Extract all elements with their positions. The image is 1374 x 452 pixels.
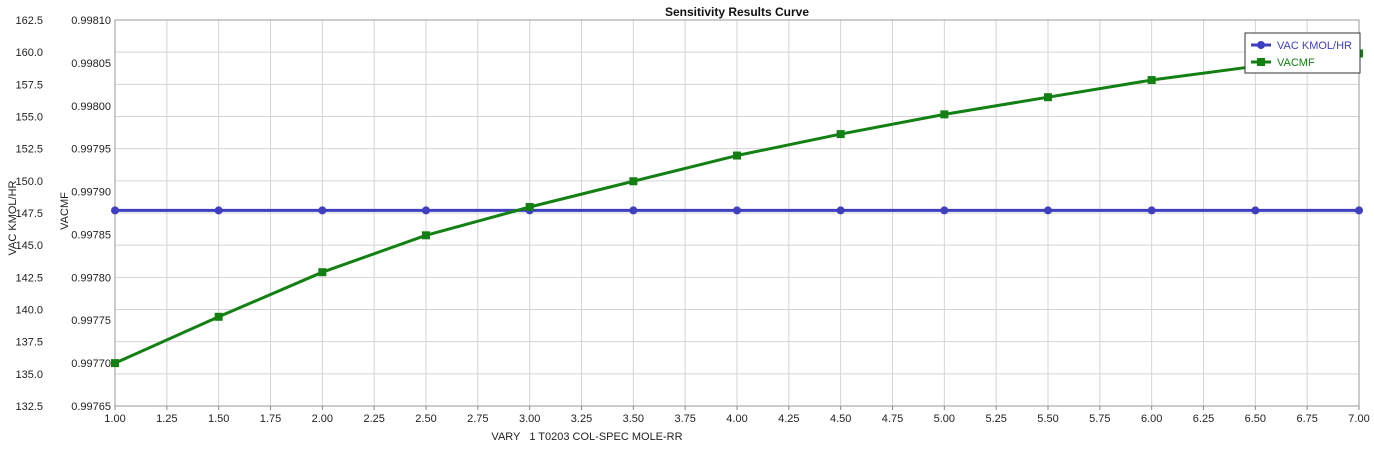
y-tick-label-primary: 147.5	[15, 208, 43, 220]
x-tick-label: 5.50	[1037, 413, 1058, 425]
x-tick-label: 2.25	[363, 413, 384, 425]
data-point-vac-kmol-hr	[318, 206, 327, 215]
data-point-vac-kmol-hr	[733, 206, 741, 215]
x-tick-label: 1.50	[208, 413, 229, 425]
x-tick-label: 1.25	[156, 413, 177, 425]
data-point-vacmf	[422, 231, 430, 240]
x-tick-label: 5.25	[985, 413, 1006, 425]
data-point-vac-kmol-hr	[1044, 206, 1052, 215]
data-point-vac-kmol-hr	[940, 206, 949, 215]
x-axis-title: VARY 1 T0203 COL-SPEC MOLE-RR	[491, 431, 682, 443]
legend-label: VAC KMOL/HR	[1277, 40, 1352, 52]
y-tick-label-secondary: 0.99770	[71, 358, 111, 370]
x-tick-label: 3.50	[623, 413, 644, 425]
y-tick-label-primary: 160.0	[15, 47, 43, 59]
x-tick-label: 6.00	[1141, 413, 1162, 425]
y-tick-label-secondary: 0.99795	[71, 144, 111, 156]
y-tick-label-primary: 162.5	[15, 15, 43, 27]
x-tick-label: 3.00	[519, 413, 540, 425]
data-point-vac-kmol-hr	[629, 206, 638, 215]
x-tick-label: 4.00	[726, 413, 747, 425]
x-tick-label: 2.50	[415, 413, 436, 425]
x-tick-label: 3.75	[674, 413, 695, 425]
x-tick-label: 4.25	[778, 413, 799, 425]
axis-layer: 1.00 1.25 1.50 1.75 2.00 2.25 2.50 2.75 3.00 3.25…	[15, 15, 1369, 425]
x-tick-label: 5.00	[934, 413, 955, 425]
data-point-vacmf	[940, 110, 949, 119]
y-axis-title-secondary: VACMF	[59, 192, 71, 230]
y-tick-label-secondary: 0.99810	[71, 15, 111, 27]
legend-label: VACMF	[1277, 57, 1315, 69]
data-point-vacmf	[111, 359, 119, 368]
series-layer	[111, 49, 1363, 368]
y-tick-label-secondary: 0.99800	[71, 101, 111, 113]
data-point-vac-kmol-hr	[1147, 206, 1156, 215]
data-point-vacmf	[214, 312, 223, 321]
legend-box	[1244, 32, 1361, 74]
y-tick-label-primary: 142.5	[15, 272, 43, 284]
x-tick-label: 1.75	[260, 413, 281, 425]
data-point-vacmf	[318, 268, 327, 277]
x-tick-label: 6.75	[1296, 413, 1317, 425]
y-tick-label-secondary: 0.99775	[71, 315, 111, 327]
y-tick-label-secondary: 0.99765	[71, 401, 111, 413]
legend-swatch-marker	[1257, 41, 1265, 49]
x-tick-label: 4.50	[830, 413, 851, 425]
legend-swatch-marker	[1257, 58, 1265, 66]
x-tick-label: 5.75	[1089, 413, 1110, 425]
data-point-vac-kmol-hr	[111, 206, 119, 215]
y-tick-label-secondary: 0.99790	[71, 187, 111, 199]
y-tick-label-primary: 135.0	[15, 369, 43, 381]
y-tick-label-secondary: 0.99805	[71, 58, 111, 70]
y-tick-label-primary: 157.5	[15, 79, 43, 91]
data-point-vac-kmol-hr	[422, 206, 430, 215]
y-tick-label-secondary: 0.99785	[71, 229, 111, 241]
y-tick-label-primary: 150.0	[15, 176, 43, 188]
x-tick-label: 7.00	[1348, 413, 1369, 425]
data-point-vacmf	[836, 130, 845, 139]
chart-title: Sensitivity Results Curve	[665, 5, 809, 19]
y-tick-label-primary: 155.0	[15, 112, 43, 124]
x-tick-label: 3.25	[571, 413, 592, 425]
y-tick-label-primary: 132.5	[15, 401, 43, 413]
x-tick-label: 4.75	[882, 413, 903, 425]
y-tick-label-primary: 145.0	[15, 240, 43, 252]
x-tick-label: 1.00	[104, 413, 125, 425]
data-point-vac-kmol-hr	[214, 206, 223, 215]
data-point-vac-kmol-hr	[1355, 206, 1363, 215]
y-tick-label-primary: 140.0	[15, 305, 43, 317]
data-point-vacmf	[1044, 93, 1052, 102]
data-point-vacmf	[1147, 76, 1156, 85]
data-point-vac-kmol-hr	[1251, 206, 1260, 215]
y-axis-title-primary: VAC KMOL/HR	[7, 180, 19, 255]
data-point-vacmf	[525, 202, 534, 211]
legend-items: VAC KMOL/HR VACMF	[1251, 40, 1352, 69]
y-tick-label-primary: 152.5	[15, 144, 43, 156]
x-tick-label: 2.00	[312, 413, 333, 425]
data-point-vacmf	[733, 151, 741, 160]
y-tick-label-primary: 137.5	[15, 337, 43, 349]
y-tick-label-secondary: 0.99780	[71, 272, 111, 284]
data-point-vac-kmol-hr	[836, 206, 845, 215]
x-tick-label: 6.25	[1193, 413, 1214, 425]
x-tick-label: 6.50	[1245, 413, 1266, 425]
chart-legend: VAC KMOL/HR VACMF	[1244, 32, 1361, 74]
x-tick-label: 2.75	[467, 413, 488, 425]
data-point-vacmf	[629, 177, 638, 186]
